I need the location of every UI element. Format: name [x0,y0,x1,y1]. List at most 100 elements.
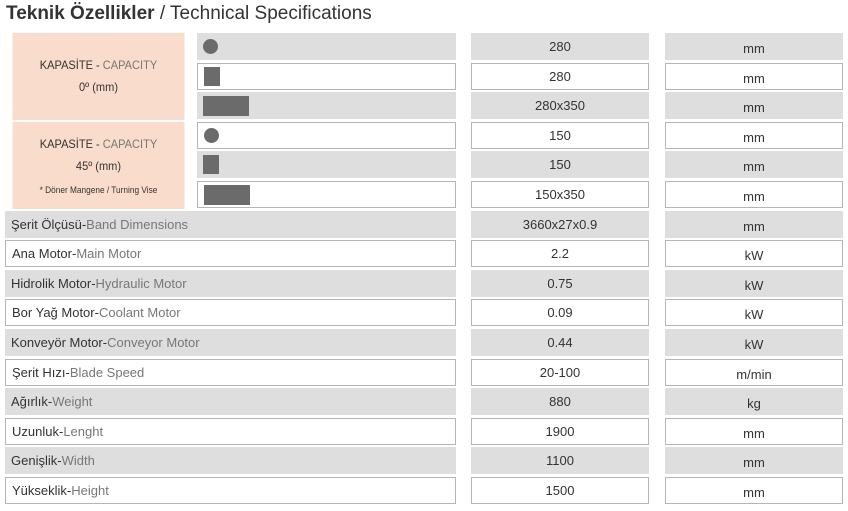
label-en: Main Motor [76,246,142,262]
unit-cell: mm [665,447,843,475]
label-tr: Ana Motor [12,246,72,262]
unit-cell: mm [665,477,843,504]
value-cell: 150 [471,121,649,149]
label-tr: KAPASİTE [39,58,93,73]
unit-cell: kW [665,329,843,356]
value-cell: 150 [471,151,649,179]
separator: - [96,58,100,73]
value-cell: 2.2 [471,240,649,268]
value-cell: 0.44 [471,329,649,356]
rectangle-icon [204,184,250,205]
spec-label: Bor Yağ Motor - Coolant Motor [5,299,456,327]
unit-cell: mm [665,92,843,120]
spec-label: Hidrolik Motor - Hydraulic Motor [5,269,456,297]
value-cell: 0.75 [471,269,649,297]
separator: - [102,335,108,350]
label-en: Hydraulic Motor [95,275,187,291]
unit-cell: m/min [665,358,843,386]
unit-cell: kW [665,299,843,327]
shape-cell [197,33,456,60]
label-en: CAPACITY [102,137,158,152]
capacity-title: KAPASİTE - CAPACITY [40,133,157,155]
value-cell: 1100 [471,447,649,475]
separator: - [91,275,96,291]
label-tr: Hidrolik Motor [11,275,92,291]
shape-cell [197,121,456,149]
spec-label: Şerit Ölçüsü - Band Dimensions [5,210,456,238]
capacity-angle: 45º (mm) [75,159,122,174]
capacity-label: KAPASİTE - CAPACITY 45º (mm) * Döner Mange… [12,121,185,209]
shape-cell [197,92,456,120]
label-en: Conveyor Motor [107,335,200,350]
value-cell: 150x350 [471,181,649,208]
label-en: Band Dimensions [86,216,189,232]
label-en: Weight [52,394,93,410]
value-cell: 280 [471,33,649,60]
unit-cell: mm [665,417,843,445]
separator: - [57,453,62,469]
label-en: CAPACITY [102,58,158,73]
label-tr: Uzunluk [12,423,59,439]
value-cell: 880 [471,388,649,416]
separator: - [81,216,87,232]
unit-cell: mm [665,210,843,238]
separator: - [94,305,99,321]
spec-label: Ağırlık - Weight [5,388,456,416]
value-cell: 3660x27x0.9 [471,210,649,238]
value-cell: 0.09 [471,299,649,327]
square-icon [204,66,220,86]
unit-cell: mm [665,121,843,149]
unit-cell: kg [665,388,843,416]
circle-icon [204,127,219,143]
spec-label: Konveyör Motor - Conveyor Motor [5,329,456,356]
square-icon [203,155,219,175]
label-en: Lenght [63,423,104,439]
value-cell: 20-100 [471,358,649,386]
title: Teknik Özellikler / Technical Specificat… [6,3,372,25]
label-tr: KAPASİTE [39,137,93,152]
unit-cell: mm [665,33,843,60]
separator: - [47,394,53,410]
label-tr: Bor Yağ Motor [12,305,95,321]
rectangle-icon [203,95,249,116]
shape-cell [197,181,456,208]
label-en: Blade Speed [69,364,145,380]
unit-cell: mm [665,62,843,90]
separator: - [58,423,64,439]
capacity-label: KAPASİTE - CAPACITY 0º (mm) [12,33,185,120]
capacity-title: KAPASİTE - CAPACITY [40,54,157,76]
label-en: Height [71,483,109,498]
spec-label: Şerit Hızı - Blade Speed [5,358,456,386]
separator: - [66,483,72,498]
shape-cell [197,62,456,90]
separator: - [96,137,100,152]
circle-icon [203,39,218,54]
label-en: Coolant Motor [98,305,181,321]
value-cell: 1900 [471,417,649,445]
unit-cell: mm [665,151,843,179]
value-cell: 280 [471,62,649,90]
value-cell: 1500 [471,477,649,504]
label-tr: Ağırlık [11,394,48,410]
spec-label: Uzunluk - Lenght [5,417,456,445]
label-tr: Konveyör Motor [11,335,103,350]
title-tr: Teknik Özellikler [6,3,155,24]
title-en: / Technical Specifications [159,3,372,24]
spec-label: Genişlik - Width [5,447,456,475]
label-en: Width [61,453,95,469]
unit-cell: kW [665,240,843,268]
capacity-angle: 0º (mm) [79,80,118,95]
separator: - [71,246,77,262]
unit-cell: kW [665,269,843,297]
value-cell: 280x350 [471,92,649,120]
shape-cell [197,151,456,179]
unit-cell: mm [665,181,843,208]
label-tr: Şerit Hızı [12,364,66,380]
label-tr: Genişlik [11,453,58,469]
label-tr: Şerit Ölçüsü [11,216,82,232]
spec-label: Ana Motor - Main Motor [5,240,456,268]
capacity-note: * Döner Mangene / Turning Vise [39,185,158,196]
separator: - [65,364,70,380]
label-tr: Yükseklik [12,483,67,498]
